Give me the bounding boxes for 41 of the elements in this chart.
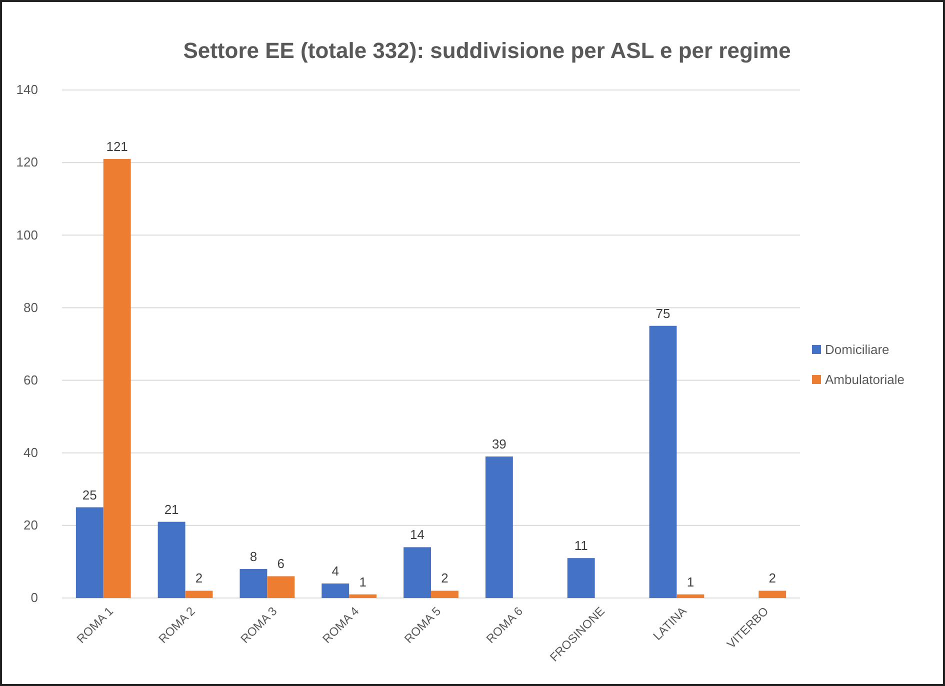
data-label: 75 xyxy=(656,306,670,321)
y-tick-label: 140 xyxy=(16,82,38,98)
data-label: 8 xyxy=(250,548,258,564)
data-label: 6 xyxy=(277,556,285,572)
chart-title: Settore EE (totale 332): suddivisione per ASL e per regime xyxy=(183,38,791,63)
legend-label: Ambulatoriale xyxy=(825,372,904,387)
data-label: 2 xyxy=(195,570,203,586)
data-label: 39 xyxy=(492,436,506,452)
y-tick-label: 80 xyxy=(24,300,38,315)
bar xyxy=(404,547,431,598)
bar xyxy=(758,590,786,598)
bar xyxy=(103,158,131,598)
bar xyxy=(267,576,295,598)
bar xyxy=(431,590,458,598)
y-tick-label: 0 xyxy=(30,590,38,606)
y-tick-label: 100 xyxy=(16,227,38,242)
y-tick-label: 20 xyxy=(24,518,38,533)
data-label: 121 xyxy=(106,138,128,154)
data-label: 14 xyxy=(410,527,425,542)
data-label: 1 xyxy=(686,574,694,590)
data-label: 2 xyxy=(441,570,448,586)
data-label: 25 xyxy=(82,487,97,502)
bar xyxy=(649,326,677,598)
y-tick-label: 40 xyxy=(24,445,38,460)
bar xyxy=(185,590,213,598)
data-label: 21 xyxy=(164,502,179,517)
bar xyxy=(158,522,186,598)
legend-label: Domiciliare xyxy=(825,342,890,357)
bar xyxy=(240,568,268,598)
y-tick-label: 60 xyxy=(24,372,38,388)
y-tick-label: 120 xyxy=(16,154,38,170)
data-label: 11 xyxy=(574,538,588,554)
data-label: 1 xyxy=(359,574,366,590)
bar xyxy=(485,456,513,598)
bar xyxy=(349,594,377,598)
bar xyxy=(76,507,104,598)
data-label: 2 xyxy=(768,570,776,586)
bar xyxy=(676,594,704,598)
data-label: 4 xyxy=(332,563,339,578)
bar xyxy=(567,558,595,598)
bar xyxy=(322,583,350,598)
